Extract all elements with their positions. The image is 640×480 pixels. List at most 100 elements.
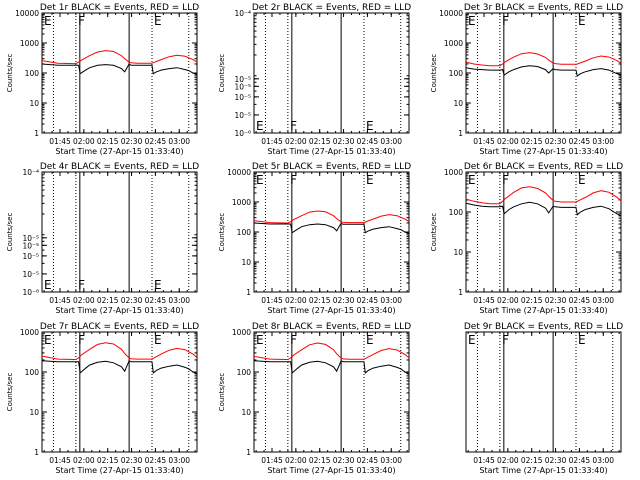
y-tick-label: 10⁻⁵ <box>234 82 251 91</box>
event-annotation: E <box>366 333 374 347</box>
series-line <box>253 210 410 224</box>
y-tick-label: 1 <box>34 448 39 457</box>
x-tick-label: 02:45 <box>145 137 167 146</box>
series-line <box>253 222 410 234</box>
y-tick-label: 1000 <box>444 39 463 48</box>
series-line <box>253 342 410 360</box>
plot-frame <box>41 12 198 134</box>
x-tick-label: 02:15 <box>309 296 331 305</box>
x-tick-label: 03:00 <box>168 137 190 146</box>
panel-1: Det 1r BLACK = Events, RED = LLD Start Ti… <box>6 3 199 156</box>
y-tick-label: 10⁻⁵ <box>234 93 251 102</box>
x-tick-label: 01:45 <box>473 296 495 305</box>
y-tick-label: 1000 <box>444 168 463 177</box>
panel-title: Det 2r BLACK = Events, RED = LLD <box>252 3 411 13</box>
x-tick-label: 02:45 <box>357 137 379 146</box>
plot-frame <box>253 171 410 293</box>
panel-9: Det 9r BLACK = Events, RED = LLD Start Ti… <box>464 322 623 475</box>
x-tick-label: 02:00 <box>285 296 307 305</box>
y-axis-label: Counts/sec <box>6 213 14 252</box>
y-tick-label: 10⁻⁶ <box>22 288 39 297</box>
x-axis-label: Start Time (27-Apr-15 01:33:40) <box>55 306 183 315</box>
x-tick-label: 02:45 <box>569 456 591 465</box>
y-tick-label: 1000 <box>20 328 39 337</box>
y-tick-label: 1 <box>458 288 463 297</box>
x-axis-label: Start Time (27-Apr-15 01:33:40) <box>479 306 607 315</box>
y-tick-label: 100 <box>237 368 252 377</box>
y-tick-label: 10⁻⁴ <box>22 168 39 177</box>
x-tick-label: 02:15 <box>97 137 119 146</box>
x-tick-label: 02:30 <box>545 456 567 465</box>
y-tick-label: 10⁻⁵ <box>22 270 39 279</box>
y-tick-label: 100 <box>449 208 464 217</box>
x-tick-label: 03:00 <box>168 296 190 305</box>
y-axis-label: Counts/sec <box>6 373 14 412</box>
x-tick-label: 02:00 <box>73 137 95 146</box>
event-annotation: E <box>44 14 52 28</box>
y-tick-label: 1 <box>34 129 39 138</box>
x-tick-label: 03:00 <box>380 137 402 146</box>
x-tick-label: 02:30 <box>333 296 355 305</box>
x-tick-label: 03:00 <box>592 137 614 146</box>
y-tick-label: 10⁻⁴ <box>234 9 251 18</box>
y-tick-label: 10⁻⁶ <box>234 129 251 138</box>
event-annotation: E <box>366 119 374 133</box>
x-tick-label: 03:00 <box>380 296 402 305</box>
x-axis-label: Start Time (27-Apr-15 01:33:40) <box>55 147 183 156</box>
event-annotation: F <box>290 333 297 347</box>
panel-title: Det 9r BLACK = Events, RED = LLD <box>464 322 623 332</box>
panel-3: Det 3r BLACK = Events, RED = LLD Start Ti… <box>430 3 623 156</box>
x-tick-label: 02:15 <box>521 137 543 146</box>
x-tick-label: 02:30 <box>121 137 143 146</box>
y-tick-label: 10 <box>29 99 39 108</box>
y-tick-label: 1000 <box>20 39 39 48</box>
event-annotation: E <box>44 278 52 292</box>
series-line <box>465 186 622 205</box>
event-annotation: E <box>256 173 264 187</box>
plot-frame <box>41 171 198 293</box>
event-annotation: F <box>78 333 85 347</box>
event-annotation: F <box>78 278 85 292</box>
panel-title: Det 8r BLACK = Events, RED = LLD <box>252 322 411 332</box>
x-tick-label: 01:45 <box>49 296 71 305</box>
event-annotation: E <box>256 119 264 133</box>
event-annotation: F <box>502 333 509 347</box>
x-tick-label: 02:00 <box>73 296 95 305</box>
x-tick-label: 02:00 <box>73 456 95 465</box>
event-annotation: E <box>468 14 476 28</box>
panel-title: Det 7r BLACK = Events, RED = LLD <box>40 322 199 332</box>
x-tick-label: 01:45 <box>49 137 71 146</box>
plot-frame <box>253 12 410 134</box>
y-tick-label: 1 <box>458 129 463 138</box>
y-tick-label: 10⁻⁵ <box>22 241 39 250</box>
x-tick-label: 03:00 <box>592 456 614 465</box>
panel-title: Det 1r BLACK = Events, RED = LLD <box>40 3 199 13</box>
y-tick-label: 100 <box>237 228 252 237</box>
x-axis-label: Start Time (27-Apr-15 01:33:40) <box>267 466 395 475</box>
event-annotation: E <box>578 333 586 347</box>
event-annotation: E <box>578 14 586 28</box>
y-axis-label: Counts/sec <box>430 54 438 93</box>
series-line <box>41 342 198 360</box>
y-tick-label: 10000 <box>439 9 463 18</box>
x-tick-label: 02:30 <box>333 137 355 146</box>
x-axis-label: Start Time (27-Apr-15 01:33:40) <box>479 466 607 475</box>
panel-title: Det 5r BLACK = Events, RED = LLD <box>252 162 411 172</box>
x-tick-label: 02:30 <box>333 456 355 465</box>
y-tick-label: 1000 <box>232 328 251 337</box>
x-tick-label: 02:30 <box>121 456 143 465</box>
x-tick-label: 02:15 <box>309 137 331 146</box>
y-tick-label: 1000 <box>232 198 251 207</box>
x-tick-label: 02:00 <box>497 137 519 146</box>
plot-frame <box>41 331 198 453</box>
event-annotation: E <box>468 333 476 347</box>
event-annotation: F <box>502 14 509 28</box>
x-tick-label: 01:45 <box>261 456 283 465</box>
x-axis-label: Start Time (27-Apr-15 01:33:40) <box>267 147 395 156</box>
panel-8: Det 8r BLACK = Events, RED = LLD Start Ti… <box>218 322 411 475</box>
y-tick-label: 1 <box>246 288 251 297</box>
panel-7: Det 7r BLACK = Events, RED = LLD Start Ti… <box>6 322 199 475</box>
x-tick-label: 02:00 <box>497 456 519 465</box>
panel-2: Det 2r BLACK = Events, RED = LLD Start Ti… <box>218 3 411 156</box>
